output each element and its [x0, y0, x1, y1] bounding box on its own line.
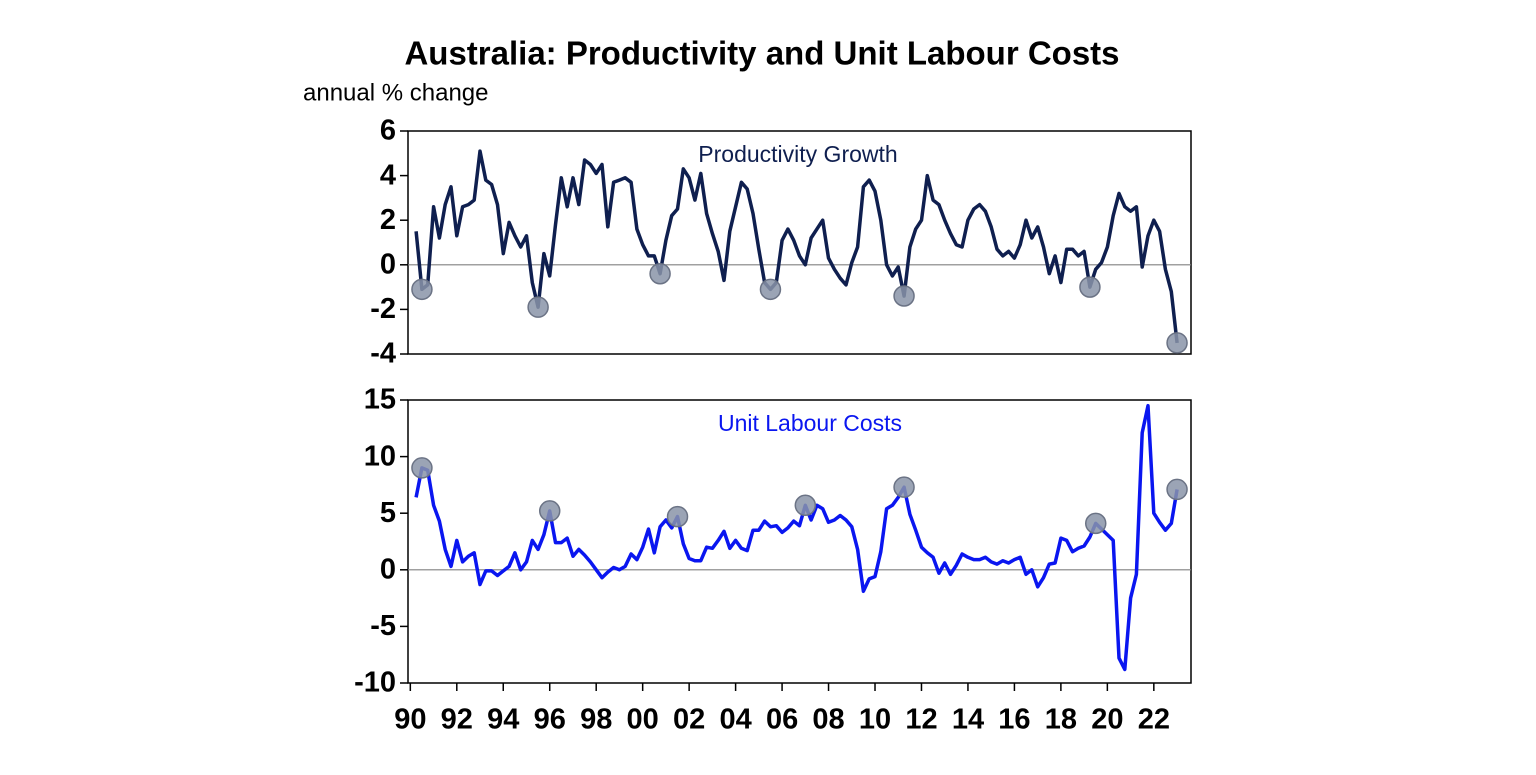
x-tick-label: 04 — [719, 704, 751, 736]
highlight-marker — [759, 278, 782, 301]
data-line — [414, 403, 1179, 672]
x-tick-label: 16 — [998, 704, 1030, 736]
highlight-marker — [1166, 478, 1188, 501]
highlight-marker — [666, 505, 689, 528]
x-tick-label: 18 — [1045, 704, 1077, 736]
x-tick-label: 20 — [1091, 704, 1123, 736]
x-tick-label: 22 — [1138, 704, 1170, 736]
y-tick-label: 4 — [380, 159, 396, 191]
y-tick-label: -5 — [370, 610, 396, 642]
highlight-marker — [411, 278, 433, 301]
highlight-marker — [1084, 512, 1107, 535]
x-tick-label: 90 — [394, 704, 426, 736]
y-tick-label: 0 — [380, 248, 396, 280]
y-axis-label: annual % change — [303, 79, 488, 106]
x-tick-label: 00 — [627, 704, 659, 736]
highlight-marker — [527, 296, 549, 318]
chart-title: Australia: Productivity and Unit Labour … — [404, 35, 1119, 72]
y-tick-label: 10 — [364, 440, 396, 472]
x-tick-label: 02 — [673, 704, 705, 736]
highlight-marker — [893, 476, 915, 498]
y-tick-label: 6 — [380, 115, 396, 147]
y-tick-label: -2 — [370, 293, 396, 325]
y-tick-label: 5 — [380, 497, 396, 529]
highlight-marker — [1166, 332, 1188, 354]
x-tick-label: 98 — [580, 704, 612, 736]
highlight-marker — [893, 285, 915, 307]
plot-frame — [407, 130, 1192, 355]
data-line — [414, 149, 1179, 344]
y-tick-label: -4 — [370, 338, 396, 370]
highlight-marker — [538, 500, 561, 522]
y-tick-label: -10 — [354, 667, 396, 699]
x-tick-label: 06 — [766, 704, 798, 736]
highlight-marker — [794, 494, 817, 517]
x-tick-label: 08 — [812, 704, 844, 736]
x-tick-label: 96 — [534, 704, 566, 736]
x-tick-label: 12 — [905, 704, 937, 736]
plot-frame — [407, 399, 1192, 684]
series-label: Unit Labour Costs — [718, 410, 902, 436]
x-tick-label: 14 — [952, 704, 984, 736]
highlight-marker — [411, 457, 433, 479]
y-tick-label: 15 — [364, 384, 396, 416]
series-label: Productivity Growth — [698, 141, 897, 167]
x-tick-label: 10 — [859, 704, 891, 736]
y-tick-label: 2 — [380, 204, 396, 236]
highlight-marker — [649, 262, 671, 285]
highlight-marker — [1079, 276, 1101, 298]
x-tick-label: 94 — [487, 704, 519, 736]
x-tick-label: 92 — [441, 704, 473, 736]
y-tick-label: 0 — [380, 553, 396, 585]
